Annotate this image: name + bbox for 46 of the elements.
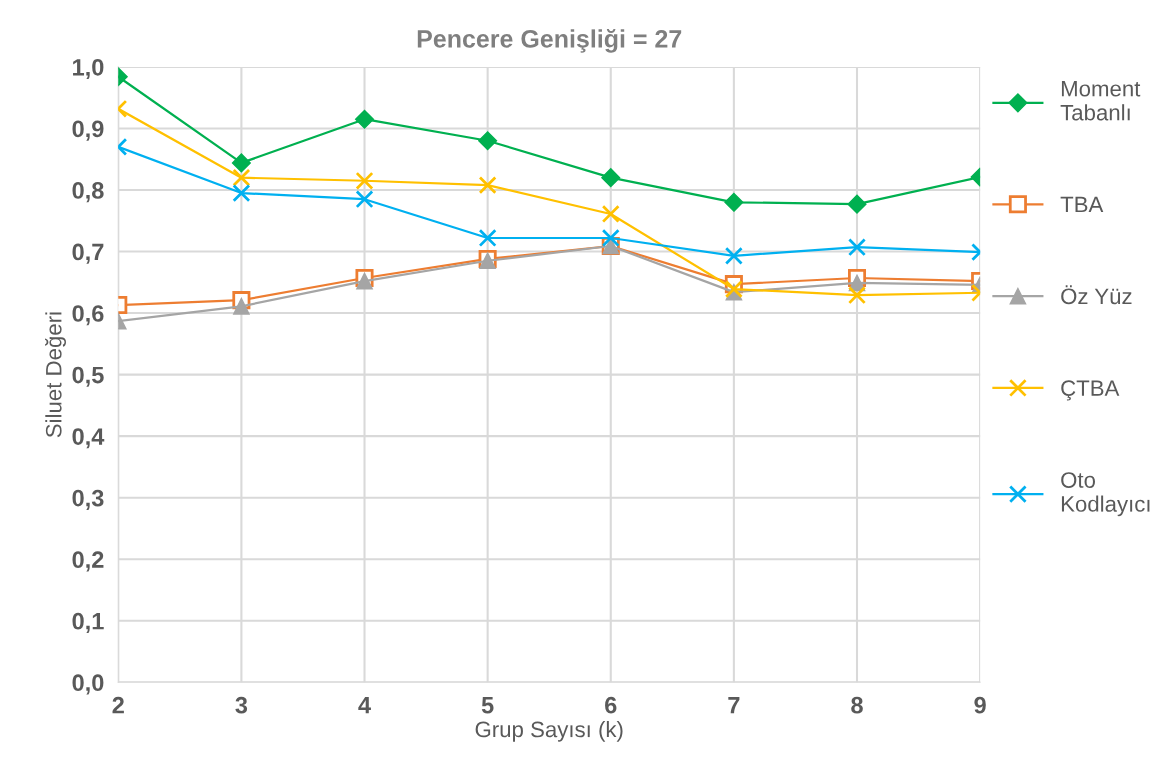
x-tick-label: 5 [481,697,494,714]
point [232,184,251,203]
y-tick-label: 0,2 [72,551,104,572]
point [478,176,497,195]
y-tick-label: 0,3 [72,489,104,510]
y-tick-label: 0,8 [72,182,104,203]
legend-label: Oto Kodlayıcı [1061,472,1150,517]
point [724,246,743,265]
x-tick-label: 9 [974,696,986,714]
point [847,238,867,257]
point [356,272,373,290]
y-tick-label: 1,0 [73,58,104,80]
y-tick-label: 0,0 [72,674,104,695]
legend-label: Öz Yüz [1061,285,1132,305]
point [231,153,251,173]
legend-label: TBA [1060,196,1104,213]
legend-label: Moment Tabanlı [1060,81,1141,121]
x-tick-label: 3 [235,696,248,714]
y-tick-label: 0,1 [72,612,104,633]
y-tick-label: 0,5 [72,366,104,387]
chart-title: Pencere Genişliği = 27 [417,29,682,53]
point [601,168,621,188]
point [847,286,867,305]
y-tick-label: 0,6 [72,305,104,326]
y-axis-title: Siluet Değeri [45,312,67,438]
y-tick-label: 0,7 [72,243,104,264]
point [478,131,498,151]
point [601,228,620,248]
point [355,190,374,209]
x-tick-label: 7 [728,697,740,714]
x-tick-label: 2 [112,696,124,714]
point [724,192,744,212]
x-tick-label: 8 [851,696,863,714]
point [847,194,867,214]
x-tick-label: 6 [605,696,617,714]
legend-label: ÇTBA [1061,380,1120,401]
y-tick-label: 0,9 [72,120,104,141]
y-tick-label: 0,4 [72,428,105,449]
point [355,171,374,190]
point [232,168,251,187]
point [233,297,250,315]
x-tick-label: 4 [358,697,371,714]
x-axis-title: Grup Sayısı (k) [475,720,623,742]
point [354,109,375,129]
point [478,228,497,248]
point [601,204,620,224]
